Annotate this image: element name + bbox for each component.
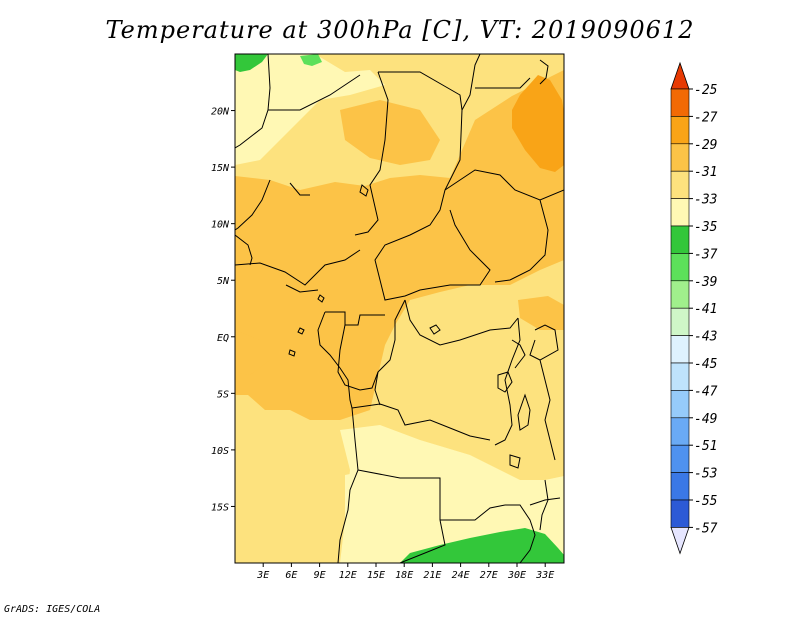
colorbar-segment bbox=[670, 198, 690, 227]
colorbar: -25 -27 -29 -31 -33 -35 -37 -39 -41 -43 -45 -47 -49 -… bbox=[670, 61, 718, 555]
x-tick-label: 27E bbox=[480, 570, 498, 581]
colorbar-label: -57 bbox=[694, 521, 718, 536]
colorbar-segment bbox=[670, 88, 690, 117]
x-tick-label: 12E bbox=[339, 570, 357, 581]
colorbar-top-triangle bbox=[670, 61, 690, 90]
chart-title: Temperature at 300hPa [C], VT: 201909061… bbox=[105, 16, 695, 44]
grads-footer: GrADS: IGES/COLA bbox=[4, 604, 101, 615]
colorbar-segment bbox=[670, 417, 690, 446]
x-tick-label: 3E bbox=[256, 570, 269, 581]
field-northwest-green-blob bbox=[300, 54, 322, 66]
colorbar-segment bbox=[670, 143, 690, 172]
y-tick-label: 15N bbox=[211, 163, 230, 174]
x-tick-label: 9E bbox=[314, 570, 326, 581]
field-west-coast-warm bbox=[235, 330, 270, 375]
colorbar-bottom-triangle bbox=[670, 527, 690, 555]
field-central-warm bbox=[235, 70, 564, 420]
colorbar-label: -29 bbox=[694, 138, 717, 153]
colorbar-label: -55 bbox=[694, 494, 718, 509]
colorbar-segment bbox=[670, 335, 690, 364]
map-frame bbox=[234, 53, 565, 564]
colorbar-label: -25 bbox=[694, 83, 718, 98]
x-tick-label: 30E bbox=[507, 570, 526, 581]
colorbar-segment bbox=[670, 444, 690, 473]
colorbar-label: -41 bbox=[694, 302, 717, 317]
field-northeast-warm bbox=[512, 75, 564, 172]
x-tick-label: 18E bbox=[395, 570, 413, 581]
y-tick-label: 15S bbox=[211, 502, 229, 513]
x-axis: 3E 6E 9E 12E 15E 18E 21E 24E 27E 30E 33E bbox=[256, 563, 554, 581]
y-tick-label: 10S bbox=[211, 446, 229, 457]
temperature-map bbox=[235, 54, 564, 563]
x-tick-label: 21E bbox=[423, 570, 441, 581]
field-central-warm-2 bbox=[340, 100, 440, 165]
colorbar-segment bbox=[670, 390, 690, 419]
y-tick-label: 5N bbox=[217, 276, 230, 287]
x-tick-label: 15E bbox=[367, 570, 385, 581]
colorbar-label: -49 bbox=[694, 412, 717, 427]
colorbar-label: -45 bbox=[694, 357, 718, 372]
borders bbox=[235, 54, 564, 563]
y-tick-label: 10N bbox=[211, 220, 230, 231]
colorbar-segment bbox=[670, 362, 690, 391]
field-east-warm-patch bbox=[518, 296, 564, 330]
colorbar-label: -31 bbox=[694, 165, 717, 180]
field-northwest-corner-green bbox=[235, 54, 268, 72]
colorbar-label: -39 bbox=[694, 275, 717, 290]
colorbar-segment bbox=[670, 225, 690, 254]
colorbar-label: -27 bbox=[694, 110, 718, 125]
x-tick-label: 24E bbox=[452, 570, 470, 581]
colorbar-segment bbox=[670, 253, 690, 282]
colorbar-label: -43 bbox=[694, 330, 717, 345]
colorbar-label: -37 bbox=[694, 247, 718, 262]
colorbar-label: -47 bbox=[694, 384, 718, 399]
colorbar-label: -33 bbox=[694, 193, 717, 208]
field-northwest-cool bbox=[235, 54, 385, 165]
x-tick-label: 33E bbox=[535, 570, 554, 581]
y-axis: 20N 15N 10N 5N EQ 5S 10S 15S bbox=[211, 107, 235, 513]
y-tick-label: 20N bbox=[211, 107, 230, 118]
colorbar-segment bbox=[670, 499, 690, 528]
x-tick-label: 6E bbox=[285, 570, 297, 581]
colorbar-label: -35 bbox=[694, 220, 718, 235]
colorbar-segment bbox=[670, 116, 690, 145]
colorbar-segment bbox=[670, 170, 690, 199]
y-tick-label: EQ bbox=[217, 333, 229, 344]
colorbar-label: -51 bbox=[694, 439, 717, 454]
colorbar-segment bbox=[670, 280, 690, 309]
colorbar-segment bbox=[670, 307, 690, 336]
colorbar-label: -53 bbox=[694, 467, 717, 482]
colorbar-segment bbox=[670, 472, 690, 501]
y-tick-label: 5S bbox=[217, 389, 229, 400]
field-south-center-cool bbox=[345, 470, 530, 555]
field-southeast-green bbox=[400, 528, 564, 563]
